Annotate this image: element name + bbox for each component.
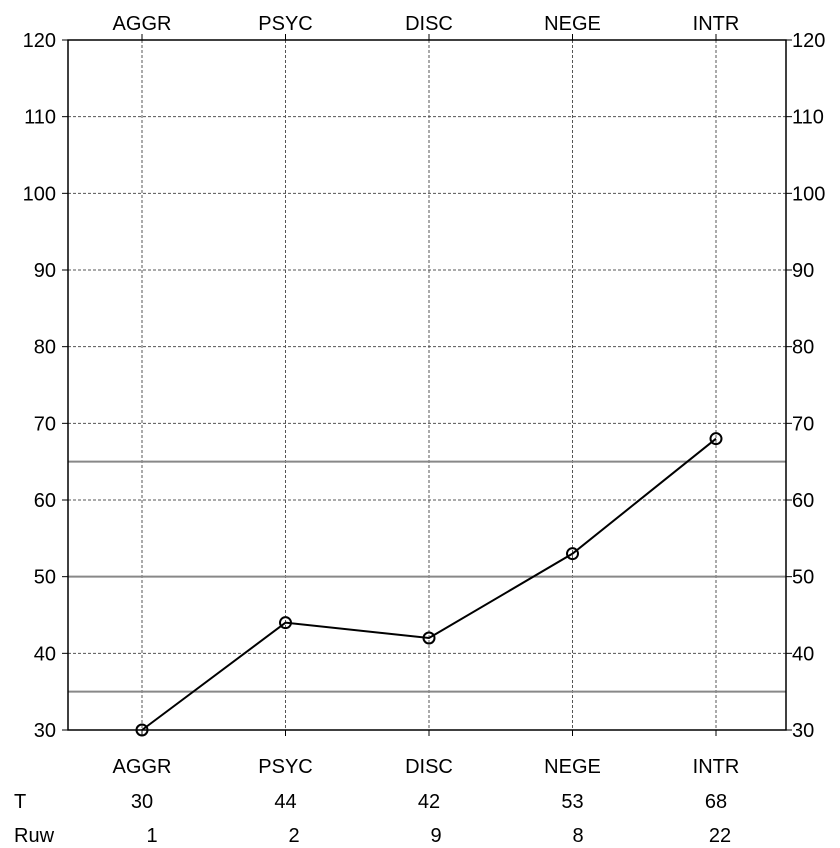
y-tick-label-right-100: 100 (792, 183, 825, 205)
category-label-top-disc: DISC (405, 13, 453, 35)
y-tick-label-left-70: 70 (34, 413, 56, 435)
table-cell-t-nege: 53 (561, 791, 583, 813)
table-cell-ruw-psyc: 2 (288, 825, 299, 847)
data-point-intr (709, 432, 723, 446)
category-label-bottom-aggr: AGGR (113, 756, 172, 778)
y-tick-label-left-30: 30 (34, 720, 56, 742)
plot-frame (67, 39, 787, 731)
y-axis-right: 30 40 50 60 70 80 90 100 110 120 (786, 30, 825, 742)
y-tick-label-left-110: 110 (24, 107, 56, 129)
data-point-aggr (135, 723, 149, 737)
table-cell-ruw-nege: 8 (572, 825, 583, 847)
table-cell-t-psyc: 44 (274, 791, 296, 813)
y-tick-label-left-60: 60 (34, 490, 56, 512)
y-tick-label-right-30: 30 (792, 720, 814, 742)
grid-lines (68, 40, 786, 730)
category-label-top-psyc: PSYC (258, 13, 312, 35)
score-table: T 30 44 42 53 68 Ruw 1 2 9 8 22 (14, 791, 731, 847)
y-tick-label-right-50: 50 (792, 567, 814, 589)
y-tick-label-right-90: 90 (792, 260, 814, 282)
category-label-top-intr: INTR (693, 13, 740, 35)
x-axis-bottom: AGGR PSYC DISC NEGE INTR (113, 730, 740, 778)
category-label-bottom-disc: DISC (405, 756, 453, 778)
y-tick-label-right-120: 120 (792, 30, 825, 52)
y-tick-label-left-120: 120 (23, 30, 56, 52)
data-point-disc (422, 631, 436, 645)
y-tick-label-right-70: 70 (792, 413, 814, 435)
series-layer (135, 432, 723, 737)
table-cell-t-aggr: 30 (131, 791, 153, 813)
table-cell-ruw-disc: 9 (430, 825, 441, 847)
table-cell-t-disc: 42 (418, 791, 440, 813)
category-label-bottom-nege: NEGE (544, 756, 601, 778)
y-tick-label-left-80: 80 (34, 337, 56, 359)
category-label-top-nege: NEGE (544, 13, 601, 35)
y-tick-label-right-110: 110 (792, 107, 824, 129)
category-label-top-aggr: AGGR (113, 13, 172, 35)
table-row-label-t: T (14, 791, 26, 813)
category-label-bottom-psyc: PSYC (258, 756, 312, 778)
y-tick-label-left-100: 100 (23, 183, 56, 205)
y-tick-label-left-90: 90 (34, 260, 56, 282)
series-line-0 (141, 437, 717, 731)
y-tick-label-right-80: 80 (792, 337, 814, 359)
y-tick-label-left-50: 50 (34, 567, 56, 589)
table-row-label-ruw: Ruw (14, 825, 55, 847)
category-label-bottom-intr: INTR (693, 756, 740, 778)
y-tick-label-right-60: 60 (792, 490, 814, 512)
y-tick-label-right-40: 40 (792, 643, 814, 665)
y-axis-left: 30 40 50 60 70 80 90 100 110 120 (23, 30, 68, 742)
table-cell-ruw-intr: 22 (709, 825, 731, 847)
data-point-nege (566, 547, 579, 561)
data-point-psyc (279, 616, 292, 630)
reference-lines (68, 460, 786, 693)
y-tick-label-left-40: 40 (34, 643, 56, 665)
table-cell-ruw-aggr: 1 (146, 825, 157, 847)
table-cell-t-intr: 68 (705, 791, 727, 813)
x-axis-top: AGGR PSYC DISC NEGE INTR (113, 13, 740, 40)
